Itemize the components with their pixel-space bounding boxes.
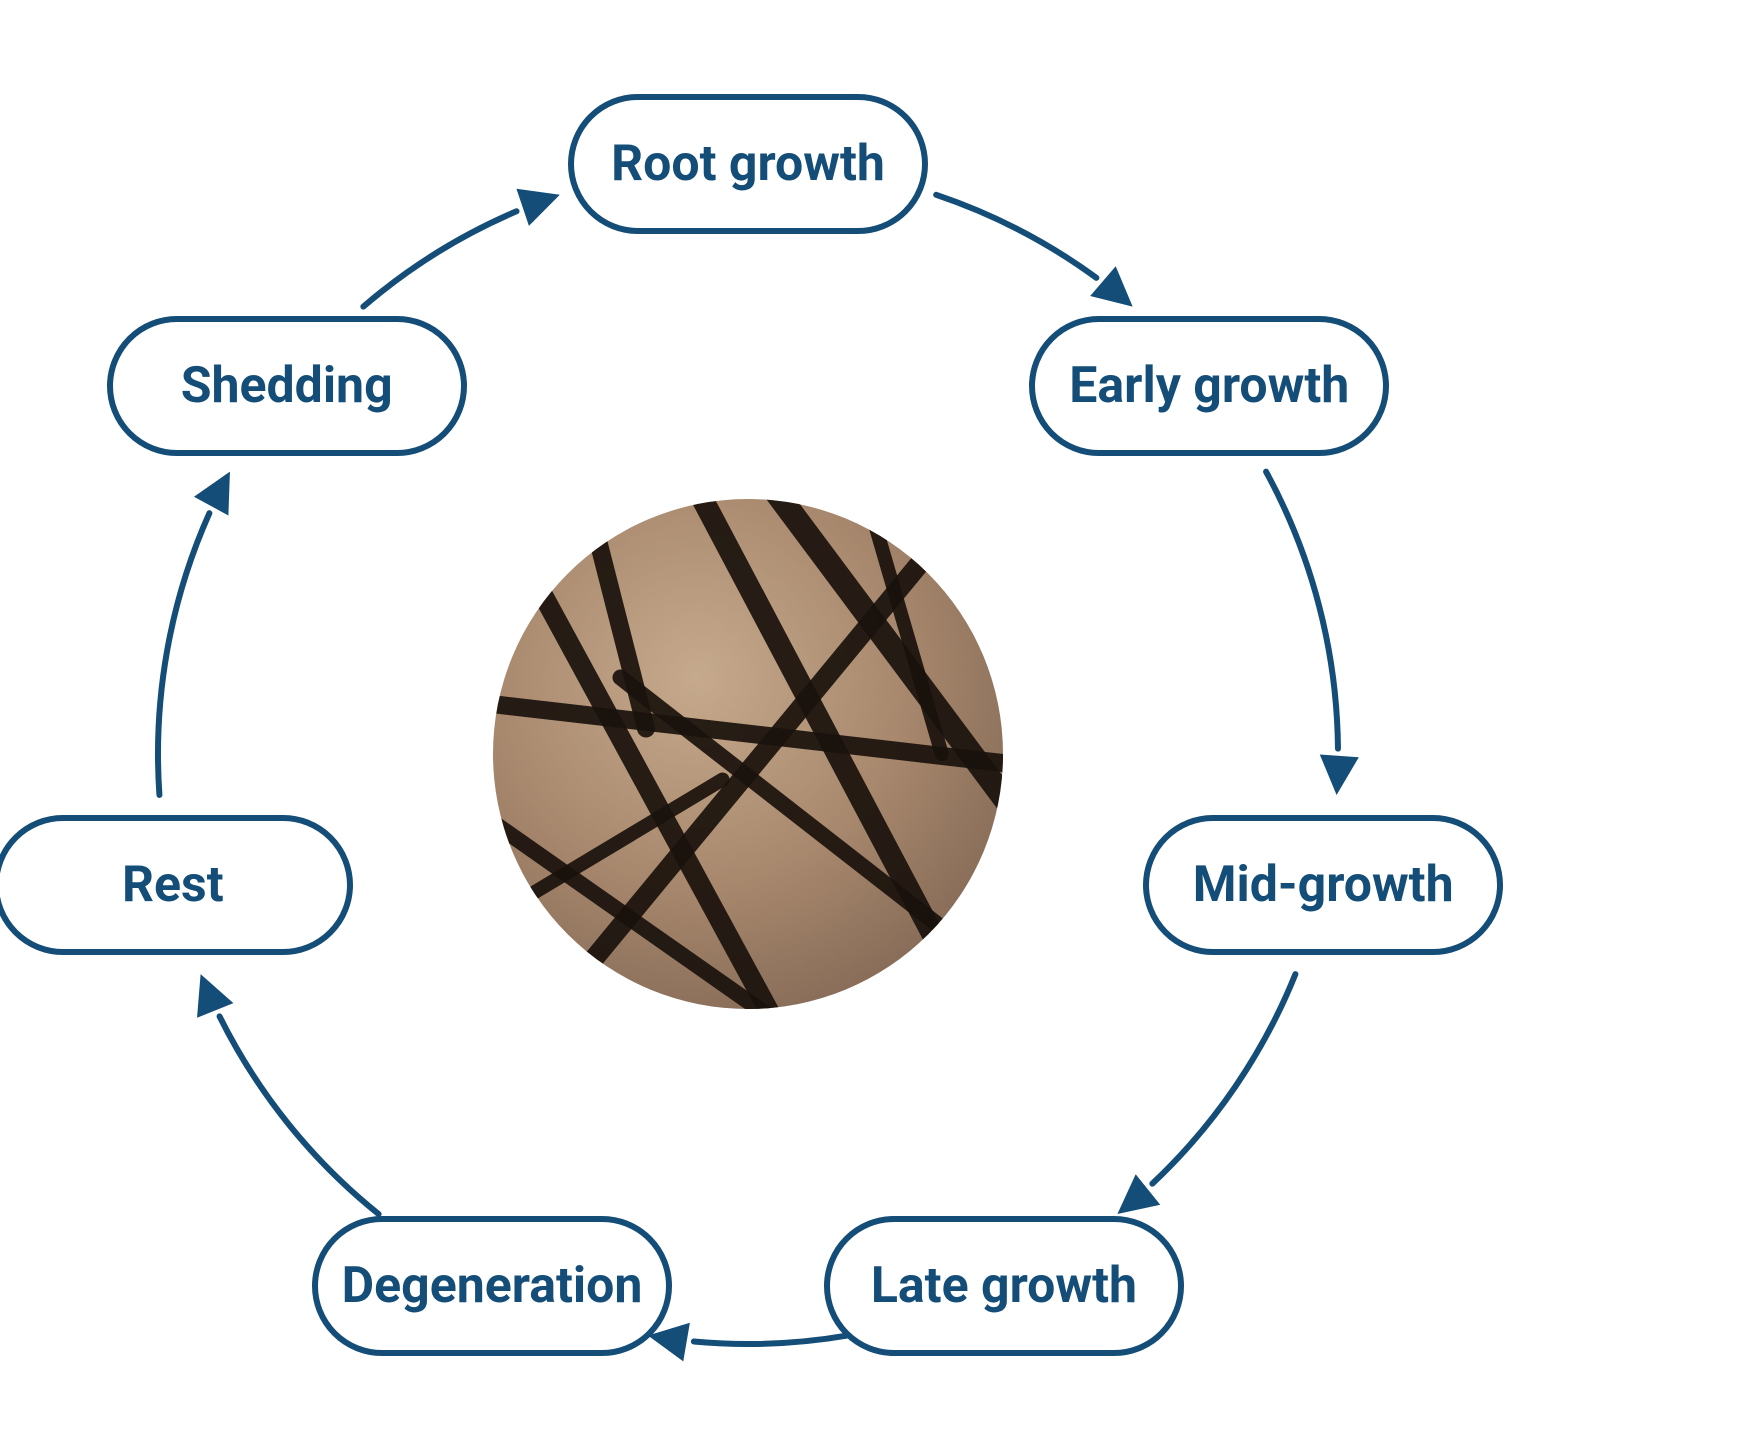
cycle-arc	[1152, 974, 1295, 1184]
cycle-arc	[694, 1335, 848, 1344]
cycle-node-label: Degeneration	[342, 1257, 643, 1315]
cycle-node-label: Rest	[122, 856, 224, 914]
cycle-node-mid-growth: Mid-growth	[1143, 815, 1503, 955]
cycle-arrowhead	[194, 472, 230, 516]
cycle-arrowhead	[1320, 754, 1359, 794]
cycle-arc	[220, 1016, 379, 1214]
cycle-arc	[936, 195, 1096, 278]
cycle-node-shedding: Shedding	[107, 316, 467, 456]
cycle-node-rest: Rest	[0, 815, 353, 955]
cycle-node-label: Late growth	[871, 1257, 1137, 1315]
cycle-node-label: Early growth	[1069, 357, 1349, 415]
cycle-arc	[158, 513, 209, 795]
cycle-arc	[1266, 472, 1338, 749]
cycle-arc	[363, 211, 516, 306]
cycle-diagram: Root growth Early growth Mid-growth Late gr…	[0, 0, 1760, 1456]
cycle-node-label: Root growth	[611, 135, 885, 193]
cycle-arrowhead	[1117, 1174, 1160, 1214]
cycle-node-early-growth: Early growth	[1029, 316, 1389, 456]
cycle-arrowhead	[516, 189, 559, 226]
cycle-arrowhead	[1090, 266, 1133, 306]
cycle-arrowhead	[197, 974, 233, 1018]
center-image	[493, 499, 1003, 1009]
cycle-node-label: Mid-growth	[1193, 856, 1454, 914]
cycle-node-degeneration: Degeneration	[312, 1216, 672, 1356]
cycle-node-label: Shedding	[181, 357, 393, 415]
cycle-node-late-growth: Late growth	[824, 1216, 1184, 1356]
cycle-node-root-growth: Root growth	[568, 94, 928, 234]
